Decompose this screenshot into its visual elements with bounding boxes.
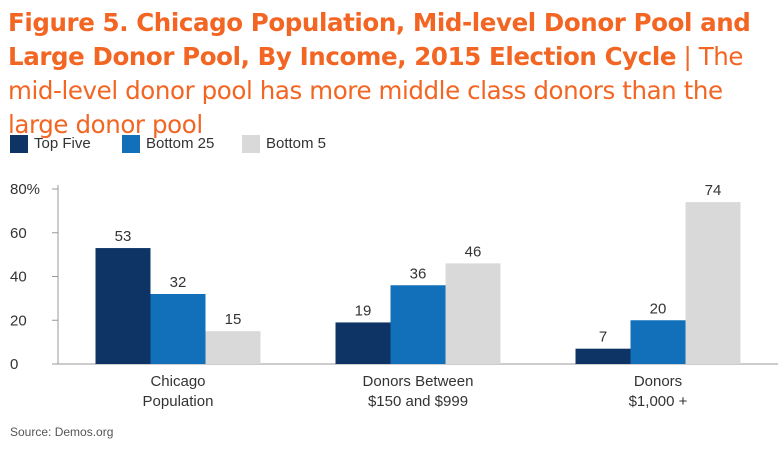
bar bbox=[630, 320, 686, 364]
category-label: Chicago Population bbox=[143, 373, 214, 410]
bar-value-label: 7 bbox=[599, 329, 607, 346]
y-tick-label: 60 bbox=[10, 225, 27, 242]
category-label-line: $1,000 + bbox=[629, 393, 688, 410]
category-label: Donors $1,000 + bbox=[629, 373, 688, 410]
category-label-line: Chicago bbox=[150, 373, 205, 390]
y-tick-label: 80% bbox=[10, 181, 40, 198]
bar bbox=[150, 294, 206, 364]
bar-value-label: 74 bbox=[705, 182, 722, 199]
bar-value-label: 15 bbox=[225, 311, 242, 328]
legend-swatch bbox=[10, 135, 28, 153]
bar-value-label: 53 bbox=[115, 228, 132, 245]
category-label-line: $150 and $999 bbox=[368, 393, 468, 410]
bar bbox=[390, 285, 446, 364]
bar-value-label: 46 bbox=[465, 243, 482, 260]
legend-label: Top Five bbox=[34, 135, 91, 152]
category-label-line: Donors Between bbox=[363, 373, 474, 390]
bar-value-label: 19 bbox=[355, 302, 372, 319]
y-tick-label: 40 bbox=[10, 269, 27, 286]
category-label-line: Population bbox=[143, 393, 214, 410]
bar bbox=[575, 348, 631, 364]
chart-title: Figure 5. Chicago Population, Mid-level … bbox=[8, 6, 778, 142]
bar bbox=[335, 322, 391, 364]
legend-swatch bbox=[242, 135, 260, 153]
title-separator: | bbox=[676, 42, 699, 71]
bar-value-label: 36 bbox=[410, 265, 427, 282]
legend-label: Bottom 5 bbox=[266, 135, 327, 152]
bar bbox=[95, 248, 151, 364]
legend-swatch bbox=[122, 135, 140, 153]
bar-value-label: 32 bbox=[170, 274, 187, 291]
title-subtitle: The mid-level donor pool has more middle… bbox=[8, 42, 744, 139]
category-label: Donors Between $150 and $999 bbox=[363, 373, 474, 410]
bar-chart: 0 20 40 60 80% 53 32 15 Chicago Population 19 36 46 D… bbox=[10, 181, 778, 410]
bar-value-label: 20 bbox=[650, 300, 667, 317]
bar bbox=[205, 331, 261, 364]
category-label-line: Donors bbox=[634, 373, 682, 390]
y-tick-label: 0 bbox=[10, 356, 18, 373]
source-note: Source: Demos.org bbox=[10, 425, 114, 439]
legend-label: Bottom 25 bbox=[146, 135, 215, 152]
y-tick-label: 20 bbox=[10, 312, 27, 329]
bar bbox=[685, 202, 741, 364]
title-main: Figure 5. Chicago Population, Mid-level … bbox=[8, 8, 751, 71]
bar bbox=[445, 263, 501, 364]
